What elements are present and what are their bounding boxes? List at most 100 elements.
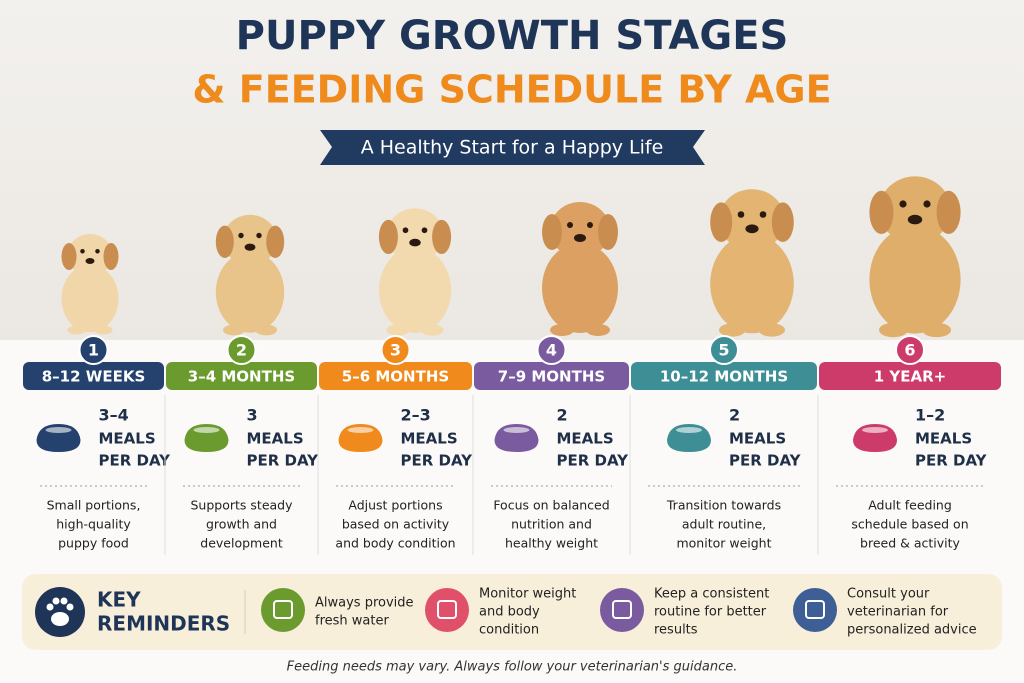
paw xyxy=(586,324,610,336)
eye xyxy=(256,232,262,239)
eye xyxy=(899,200,907,208)
stage-age: 10–12 MONTHS xyxy=(660,368,788,386)
reminder-glyph xyxy=(805,600,825,619)
footer: Feeding needs may vary. Always follow yo… xyxy=(287,660,738,675)
paw xyxy=(758,323,785,337)
ear xyxy=(710,202,733,242)
nose xyxy=(85,258,95,264)
head xyxy=(719,189,785,251)
meals-unit: PER DAY xyxy=(401,452,474,470)
eye xyxy=(737,211,745,218)
bowl-rim xyxy=(862,427,888,433)
stage-header xyxy=(474,362,629,390)
head xyxy=(879,176,951,244)
stage-description: development xyxy=(200,536,283,551)
stage-badge xyxy=(536,335,567,365)
meals-count: 3 xyxy=(247,406,258,425)
paw xyxy=(879,322,908,338)
bowl-rim xyxy=(347,427,374,433)
eye xyxy=(759,211,767,218)
meals-unit: MEALS xyxy=(401,430,458,448)
puppy xyxy=(61,234,119,335)
meals-unit: MEALS xyxy=(915,430,972,448)
body xyxy=(710,234,794,334)
ear xyxy=(266,225,285,258)
body xyxy=(542,243,618,333)
head xyxy=(223,214,277,266)
stage-header xyxy=(166,362,317,390)
puppy xyxy=(869,176,961,338)
puppy xyxy=(710,189,794,337)
reminder-text: veterinarian for xyxy=(847,605,949,620)
paw xyxy=(922,322,951,338)
paw xyxy=(386,324,410,336)
reminders-title: KEY xyxy=(97,588,141,612)
reminder-text: Keep a consistent xyxy=(654,587,769,602)
stage-description: and body condition xyxy=(335,536,455,551)
reminder-text: and body xyxy=(479,605,540,620)
stage-badge xyxy=(78,335,109,365)
paw xyxy=(94,325,113,335)
ear xyxy=(598,214,618,250)
ear xyxy=(378,219,398,254)
head xyxy=(550,202,610,258)
meals-unit: PER DAY xyxy=(729,452,802,470)
stage-badge xyxy=(895,335,925,365)
meals-count: 2 xyxy=(729,406,740,425)
ear xyxy=(542,214,562,250)
stage-description: Transition towards xyxy=(666,498,781,513)
reminder-icon xyxy=(261,588,305,632)
puppy xyxy=(542,202,618,336)
bowl-rim xyxy=(45,427,72,433)
meals-unit: PER DAY xyxy=(557,452,630,470)
subtitle-ribbon xyxy=(320,130,705,165)
reminder-glyph xyxy=(273,600,293,619)
stage-age: 1 YEAR+ xyxy=(874,368,947,386)
ear xyxy=(432,219,452,254)
eye xyxy=(80,249,85,254)
bowl-rim xyxy=(193,427,220,433)
eye xyxy=(421,227,428,234)
nose xyxy=(244,243,256,251)
stage-description: high-quality xyxy=(56,517,131,532)
ear xyxy=(936,190,961,234)
stage-header xyxy=(819,362,1001,390)
meals-count: 2 xyxy=(557,406,568,425)
stage-description: Small portions, xyxy=(47,498,141,513)
meals-unit: PER DAY xyxy=(99,452,172,470)
paw xyxy=(420,324,444,336)
stage-description: Supports steady xyxy=(191,498,294,513)
nose xyxy=(907,214,923,225)
stage-number: 5 xyxy=(718,341,729,360)
reminder-icon xyxy=(793,588,837,632)
nose xyxy=(574,234,586,242)
body xyxy=(378,247,452,333)
stage-number: 1 xyxy=(88,341,99,360)
meals-count: 2–3 xyxy=(401,406,431,425)
paw xyxy=(67,325,86,335)
stage-badge xyxy=(709,335,739,365)
stage-number: 2 xyxy=(236,341,247,360)
meals-unit: PER DAY xyxy=(915,452,988,470)
reminder-text: Monitor weight xyxy=(479,587,576,602)
head xyxy=(386,208,444,262)
stage-number: 3 xyxy=(390,341,401,360)
bowl-rim xyxy=(503,427,530,433)
body xyxy=(61,264,119,333)
reminder-text: personalized advice xyxy=(847,623,977,638)
stage-description: schedule based on xyxy=(851,517,968,532)
nose xyxy=(409,238,421,247)
stage-description: healthy weight xyxy=(505,536,598,551)
stage-number: 6 xyxy=(904,341,915,360)
stage-badge xyxy=(380,335,411,365)
stage-header xyxy=(23,362,164,390)
reminder-text: condition xyxy=(479,623,539,638)
reminder-icon xyxy=(600,588,644,632)
eye xyxy=(567,222,573,228)
reminder-text: Consult your xyxy=(847,587,930,602)
stage-description: based on activity xyxy=(342,517,450,532)
stage-description: Adult feeding xyxy=(868,498,952,513)
meals-unit: MEALS xyxy=(729,430,786,448)
